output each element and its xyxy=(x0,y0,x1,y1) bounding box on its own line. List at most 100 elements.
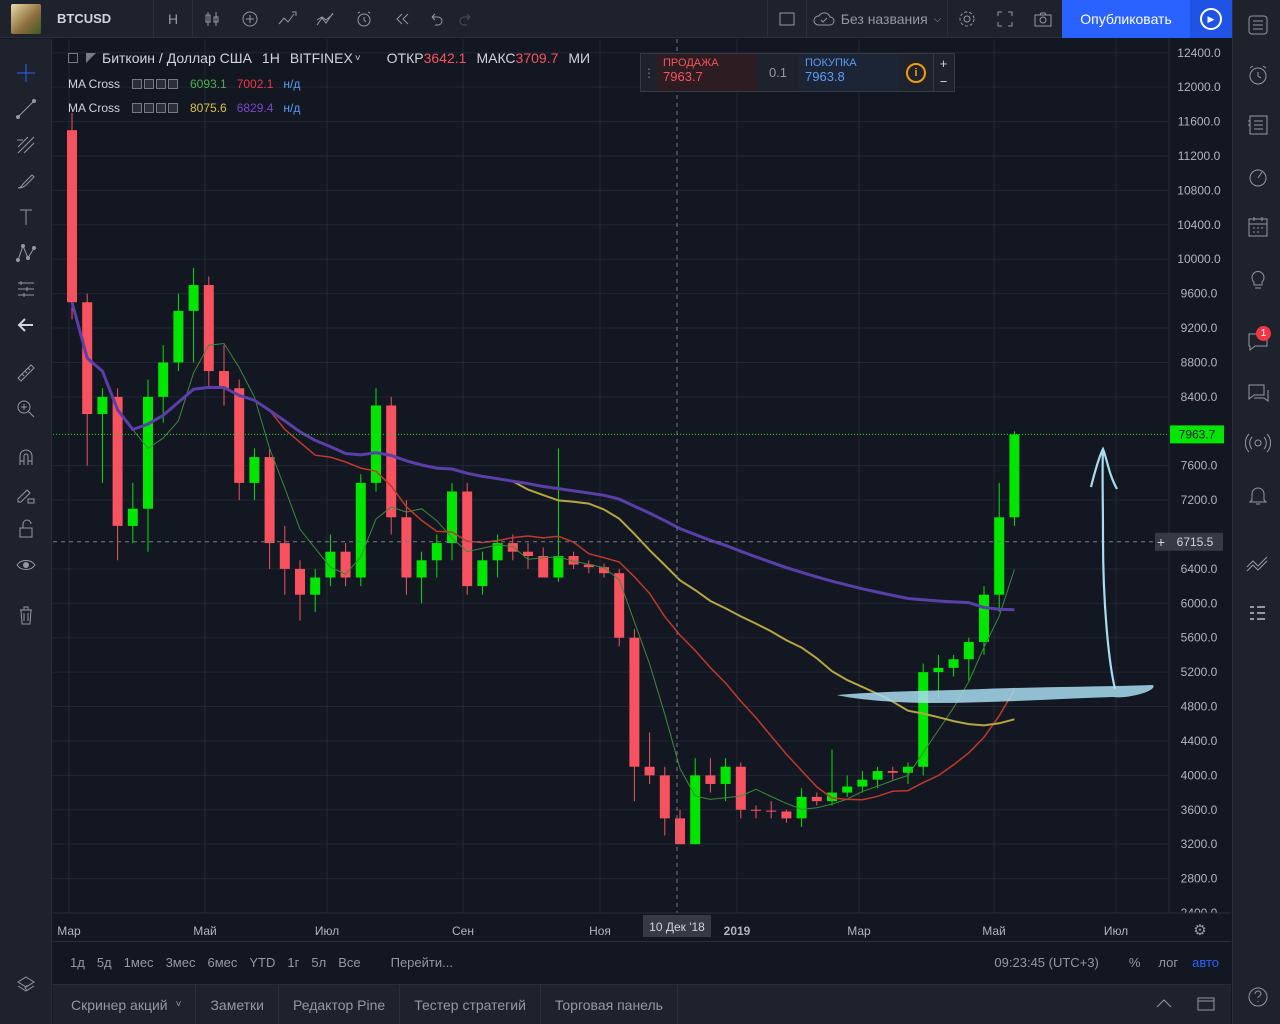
price-tick-label: 4000.0 xyxy=(1181,768,1218,782)
zoom-icon[interactable] xyxy=(12,395,40,423)
price-tick-label: 2800.0 xyxy=(1181,872,1218,886)
time-axis[interactable] xyxy=(53,913,1231,941)
range-1y[interactable]: 1г xyxy=(287,955,300,970)
sell-button[interactable]: ПРОДАЖА 7963.7 xyxy=(657,54,757,91)
watchlist-icon[interactable] xyxy=(1243,10,1273,40)
close-icon[interactable] xyxy=(168,79,178,89)
tab-strategy-tester[interactable]: Тестер стратегий xyxy=(400,984,541,1024)
visibility-icon[interactable] xyxy=(132,103,142,113)
settings-icon[interactable] xyxy=(144,103,154,113)
indicator-name[interactable]: MA Cross xyxy=(68,101,121,115)
buy-button[interactable]: ПОКУПКА 7963.8 xyxy=(799,54,899,91)
undo-icon[interactable] xyxy=(421,0,451,38)
price-chart[interactable]: 12400.0 12000.0 11600.0 11200.0 10800.0 10400… xyxy=(53,39,1231,941)
info-button[interactable]: i xyxy=(899,54,933,91)
ideas-bulb-icon[interactable] xyxy=(1243,264,1273,294)
settings-icon[interactable] xyxy=(144,79,154,89)
range-ytd[interactable]: YTD xyxy=(249,955,276,970)
clock[interactable]: 09:23:45 (UTC+3) xyxy=(994,955,1099,970)
brush-icon[interactable] xyxy=(12,167,40,195)
trash-icon[interactable] xyxy=(12,601,40,629)
candle-up xyxy=(948,659,959,668)
magnet-icon[interactable] xyxy=(12,443,40,471)
range-6m[interactable]: 6мес xyxy=(207,955,238,970)
back-arrow-icon[interactable] xyxy=(12,311,40,339)
interval-button[interactable]: H xyxy=(167,10,179,27)
calendar-icon[interactable] xyxy=(1243,212,1273,242)
high-label: МАКС xyxy=(476,50,516,66)
layout-name-button[interactable]: Без названия ⌵ xyxy=(807,0,947,38)
range-1d[interactable]: 1д xyxy=(70,955,85,970)
drag-handle-icon[interactable]: ⋮ xyxy=(643,65,655,80)
percent-toggle[interactable]: % xyxy=(1128,955,1141,970)
unlock-icon[interactable] xyxy=(12,515,40,543)
settings-gear-icon[interactable] xyxy=(948,0,986,38)
streams-icon[interactable] xyxy=(1243,428,1273,458)
indicator-name[interactable]: MA Cross xyxy=(68,77,121,91)
replay-icon[interactable] xyxy=(383,0,421,38)
goto-date-button[interactable]: Перейти... xyxy=(390,955,453,970)
range-5d[interactable]: 5д xyxy=(96,955,112,970)
indicators-icon[interactable] xyxy=(307,0,345,38)
plus-icon[interactable]: + xyxy=(933,54,953,73)
maximize-icon[interactable] xyxy=(1197,996,1215,1015)
source-icon[interactable] xyxy=(156,103,166,113)
camera-icon[interactable] xyxy=(1024,0,1062,38)
candles-style-icon[interactable] xyxy=(193,0,231,38)
layers-icon[interactable] xyxy=(12,971,40,999)
minus-icon[interactable]: − xyxy=(933,72,953,91)
plus-icon[interactable]: + xyxy=(1157,534,1165,550)
user-avatar[interactable] xyxy=(11,3,41,34)
collapse-legend-icon[interactable] xyxy=(68,53,78,63)
play-button[interactable]: ▶ xyxy=(1190,0,1232,38)
range-1m[interactable]: 1мес xyxy=(123,955,154,970)
range-5y[interactable]: 5л xyxy=(311,955,327,970)
eye-icon[interactable] xyxy=(12,551,40,579)
lock-pencil-icon[interactable] xyxy=(12,479,40,507)
prediction-icon[interactable] xyxy=(12,275,40,303)
add-indicator-icon[interactable] xyxy=(231,0,269,38)
publish-button[interactable]: Опубликовать xyxy=(1062,0,1190,38)
help-icon[interactable] xyxy=(1243,982,1273,1012)
visibility-icon[interactable] xyxy=(132,79,142,89)
axis-settings-gear-icon[interactable]: ⚙ xyxy=(1193,921,1206,939)
text-tool-icon[interactable] xyxy=(12,203,40,231)
ruler-icon[interactable] xyxy=(12,359,40,387)
tab-stock-screener[interactable]: Скринер акций ˅ xyxy=(53,984,197,1024)
range-3m[interactable]: 3мес xyxy=(165,955,196,970)
candle-up xyxy=(994,517,1005,595)
auto-toggle[interactable]: авто xyxy=(1192,955,1219,970)
trading-icon[interactable] xyxy=(1243,548,1273,578)
fullscreen-select-icon[interactable] xyxy=(768,0,806,38)
range-all[interactable]: Все xyxy=(338,955,361,970)
dom-icon[interactable] xyxy=(1243,598,1273,628)
pitchfork-icon[interactable] xyxy=(12,131,40,159)
chevron-down-icon[interactable]: ˅ xyxy=(354,52,361,64)
close-icon[interactable] xyxy=(168,103,178,113)
tab-pine-editor[interactable]: Редактор Pine xyxy=(279,984,401,1024)
price-axis[interactable] xyxy=(1169,39,1231,941)
fullscreen-icon[interactable] xyxy=(986,0,1024,38)
source-icon[interactable] xyxy=(156,79,166,89)
exchange-label[interactable]: BITFINEX xyxy=(289,50,353,66)
redo-icon[interactable] xyxy=(451,0,481,38)
alarm-clock-icon[interactable] xyxy=(1243,60,1273,90)
tab-notes[interactable]: Заметки xyxy=(196,984,279,1024)
pattern-icon[interactable] xyxy=(12,239,40,267)
messages-icon[interactable] xyxy=(1243,378,1273,408)
notifications-bell-icon[interactable] xyxy=(1243,480,1273,510)
time-tick-label: 2019 xyxy=(724,924,751,938)
crosshair-icon[interactable] xyxy=(12,59,40,87)
trendline-icon[interactable] xyxy=(12,95,40,123)
symbol-search[interactable]: BTCUSD xyxy=(57,11,112,26)
alert-icon[interactable] xyxy=(345,0,383,38)
tab-trading-panel[interactable]: Торговая панель xyxy=(541,984,678,1024)
chat-icon[interactable]: 1 xyxy=(1243,326,1273,356)
compare-icon[interactable] xyxy=(269,0,307,38)
quantity-field[interactable]: 0.1 xyxy=(768,65,788,80)
data-window-icon[interactable] xyxy=(1243,110,1273,140)
candle-up xyxy=(553,556,564,578)
hotlist-icon[interactable] xyxy=(1243,162,1273,192)
log-toggle[interactable]: лог xyxy=(1158,955,1179,970)
chevron-up-icon[interactable] xyxy=(1155,996,1173,1013)
